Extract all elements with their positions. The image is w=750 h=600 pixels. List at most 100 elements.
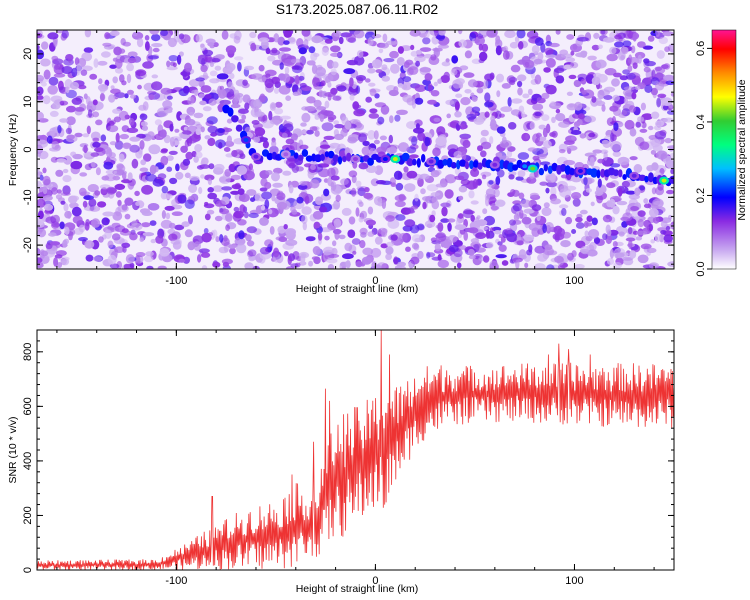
- noise-blob: [518, 249, 527, 259]
- noise-blob: [54, 64, 60, 70]
- noise-blob: [49, 241, 61, 246]
- noise-blob: [612, 241, 618, 248]
- noise-blob: [200, 174, 205, 179]
- signal-blob: [342, 156, 347, 163]
- noise-blob: [211, 57, 221, 63]
- noise-blob: [244, 65, 255, 71]
- noise-blob: [63, 203, 69, 212]
- noise-blob: [214, 215, 223, 222]
- noise-blob: [478, 58, 485, 64]
- noise-blob: [364, 31, 376, 40]
- noise-blob: [477, 226, 489, 231]
- signal-blob: [337, 156, 343, 165]
- noise-blob: [512, 200, 522, 205]
- noise-blob: [662, 104, 669, 111]
- noise-blob: [37, 86, 44, 96]
- noise-blob: [517, 80, 523, 88]
- noise-blob: [658, 36, 668, 45]
- noise-blob: [101, 51, 111, 58]
- noise-blob: [663, 117, 674, 123]
- noise-blob: [130, 94, 136, 99]
- noise-blob: [95, 167, 101, 176]
- noise-blob: [79, 172, 88, 177]
- signal-peak-core: [577, 169, 583, 174]
- noise-blob: [352, 101, 360, 111]
- noise-blob: [558, 204, 569, 209]
- noise-blob: [219, 175, 231, 184]
- noise-blob: [597, 178, 602, 188]
- x-tick-label: 100: [565, 275, 583, 287]
- noise-blob: [117, 199, 122, 207]
- noise-blob: [248, 212, 259, 219]
- noise-blob: [432, 147, 441, 157]
- noise-blob: [112, 175, 121, 181]
- noise-blob: [514, 36, 520, 43]
- noise-blob: [665, 160, 674, 169]
- noise-blob: [51, 55, 59, 62]
- noise-blob: [577, 113, 585, 120]
- noise-blob: [291, 209, 298, 215]
- noise-blob: [597, 44, 603, 50]
- noise-blob: [66, 116, 76, 126]
- noise-blob: [456, 262, 462, 269]
- noise-blob: [82, 133, 90, 138]
- noise-blob: [344, 242, 353, 252]
- noise-blob: [182, 158, 191, 166]
- noise-blob: [267, 55, 276, 62]
- noise-blob: [338, 234, 346, 240]
- noise-blob: [631, 92, 637, 100]
- noise-blob: [139, 113, 148, 121]
- noise-blob: [61, 30, 69, 39]
- noise-blob: [118, 110, 129, 121]
- signal-blob: [618, 169, 623, 178]
- noise-blob: [571, 192, 582, 200]
- noise-blob: [575, 222, 585, 229]
- noise-blob: [591, 217, 598, 226]
- noise-blob: [213, 42, 219, 48]
- noise-blob: [644, 84, 653, 94]
- x-tick-label: 0: [372, 575, 378, 587]
- noise-blob: [665, 225, 671, 231]
- noise-blob: [353, 109, 366, 117]
- noise-blob: [543, 140, 552, 149]
- noise-blob: [434, 30, 439, 37]
- noise-blob: [641, 113, 653, 120]
- noise-blob: [550, 186, 557, 197]
- noise-blob: [208, 98, 217, 106]
- noise-blob: [149, 220, 157, 226]
- noise-blob: [654, 130, 667, 140]
- signal-blob: [507, 162, 515, 173]
- noise-blob: [142, 232, 155, 237]
- noise-blob: [127, 51, 138, 58]
- signal-blob: [266, 152, 274, 161]
- noise-blob: [294, 75, 300, 85]
- noise-blob: [587, 249, 598, 257]
- noise-blob: [232, 211, 242, 222]
- signal-blob: [638, 174, 647, 181]
- noise-blob: [152, 82, 158, 89]
- noise-blob: [98, 78, 103, 85]
- noise-blob: [545, 187, 550, 194]
- noise-blob: [47, 32, 59, 40]
- colorbar-tick-label: 0.4: [695, 114, 707, 129]
- signal-blob: [332, 154, 339, 162]
- noise-blob: [455, 93, 463, 98]
- noise-blob: [89, 73, 98, 80]
- noise-blob: [483, 255, 490, 263]
- noise-blob: [390, 182, 397, 187]
- noise-blob: [141, 222, 151, 228]
- noise-blob: [377, 227, 388, 235]
- noise-blob: [613, 262, 623, 269]
- noise-blob: [334, 230, 340, 240]
- noise-blob: [304, 106, 316, 112]
- noise-blob: [650, 139, 661, 148]
- noise-blob: [351, 238, 361, 245]
- noise-blob: [388, 134, 393, 144]
- noise-blob: [314, 114, 320, 120]
- noise-blob: [110, 88, 121, 95]
- noise-blob: [406, 97, 416, 106]
- noise-blob: [344, 120, 352, 130]
- noise-blob: [356, 50, 364, 58]
- noise-blob: [591, 44, 600, 51]
